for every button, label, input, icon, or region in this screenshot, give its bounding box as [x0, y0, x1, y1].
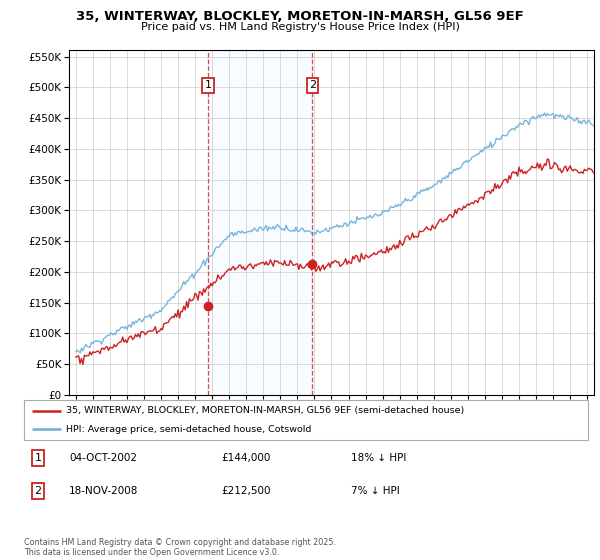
- Text: 35, WINTERWAY, BLOCKLEY, MORETON-IN-MARSH, GL56 9EF: 35, WINTERWAY, BLOCKLEY, MORETON-IN-MARS…: [76, 10, 524, 23]
- FancyBboxPatch shape: [24, 400, 588, 440]
- Text: Contains HM Land Registry data © Crown copyright and database right 2025.
This d: Contains HM Land Registry data © Crown c…: [24, 538, 336, 557]
- Text: £212,500: £212,500: [221, 486, 271, 496]
- Text: 1: 1: [205, 81, 211, 91]
- Text: 2: 2: [35, 486, 41, 496]
- Text: Price paid vs. HM Land Registry's House Price Index (HPI): Price paid vs. HM Land Registry's House …: [140, 22, 460, 32]
- Text: 35, WINTERWAY, BLOCKLEY, MORETON-IN-MARSH, GL56 9EF (semi-detached house): 35, WINTERWAY, BLOCKLEY, MORETON-IN-MARS…: [66, 407, 464, 416]
- Text: HPI: Average price, semi-detached house, Cotswold: HPI: Average price, semi-detached house,…: [66, 424, 311, 433]
- Text: 2: 2: [309, 81, 316, 91]
- Text: 1: 1: [35, 453, 41, 463]
- Text: 18% ↓ HPI: 18% ↓ HPI: [351, 453, 406, 463]
- Text: £144,000: £144,000: [221, 453, 271, 463]
- Text: 04-OCT-2002: 04-OCT-2002: [69, 453, 137, 463]
- Text: 18-NOV-2008: 18-NOV-2008: [69, 486, 139, 496]
- Bar: [208, 50, 313, 395]
- Text: 7% ↓ HPI: 7% ↓ HPI: [351, 486, 400, 496]
